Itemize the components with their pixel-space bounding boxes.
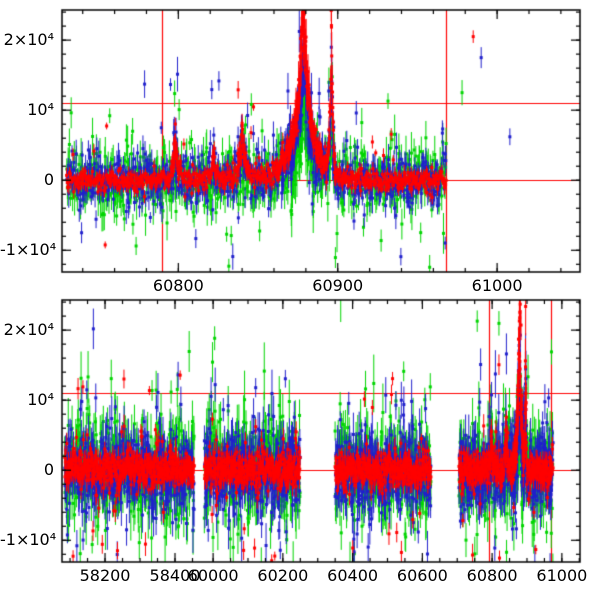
- y-tick-label: -1×10⁴: [0, 240, 57, 260]
- x-tick-label: 61000: [471, 276, 523, 295]
- y-tick-label: 10⁴: [27, 390, 54, 410]
- x-tick-label: 60000: [187, 566, 239, 585]
- x-tick-label: 58200: [79, 566, 131, 585]
- x-tick-label: 60600: [396, 566, 448, 585]
- x-tick-label: 60900: [312, 276, 364, 295]
- x-tick-label: 61000: [536, 566, 588, 585]
- x-tick-label: 60200: [257, 566, 309, 585]
- y-tick-label: 10⁴: [27, 100, 54, 120]
- x-tick-label: 60800: [466, 566, 518, 585]
- x-tick-label: 60400: [327, 566, 379, 585]
- x-tick-label: 58400: [149, 566, 201, 585]
- x-tick-label: 60800: [152, 276, 204, 295]
- y-tick-label: 0: [43, 460, 54, 480]
- y-tick-label: 2×10⁴: [3, 320, 54, 340]
- y-tick-label: 2×10⁴: [3, 30, 54, 50]
- y-tick-label: 0: [43, 170, 54, 190]
- y-tick-label: -1×10⁴: [0, 530, 57, 550]
